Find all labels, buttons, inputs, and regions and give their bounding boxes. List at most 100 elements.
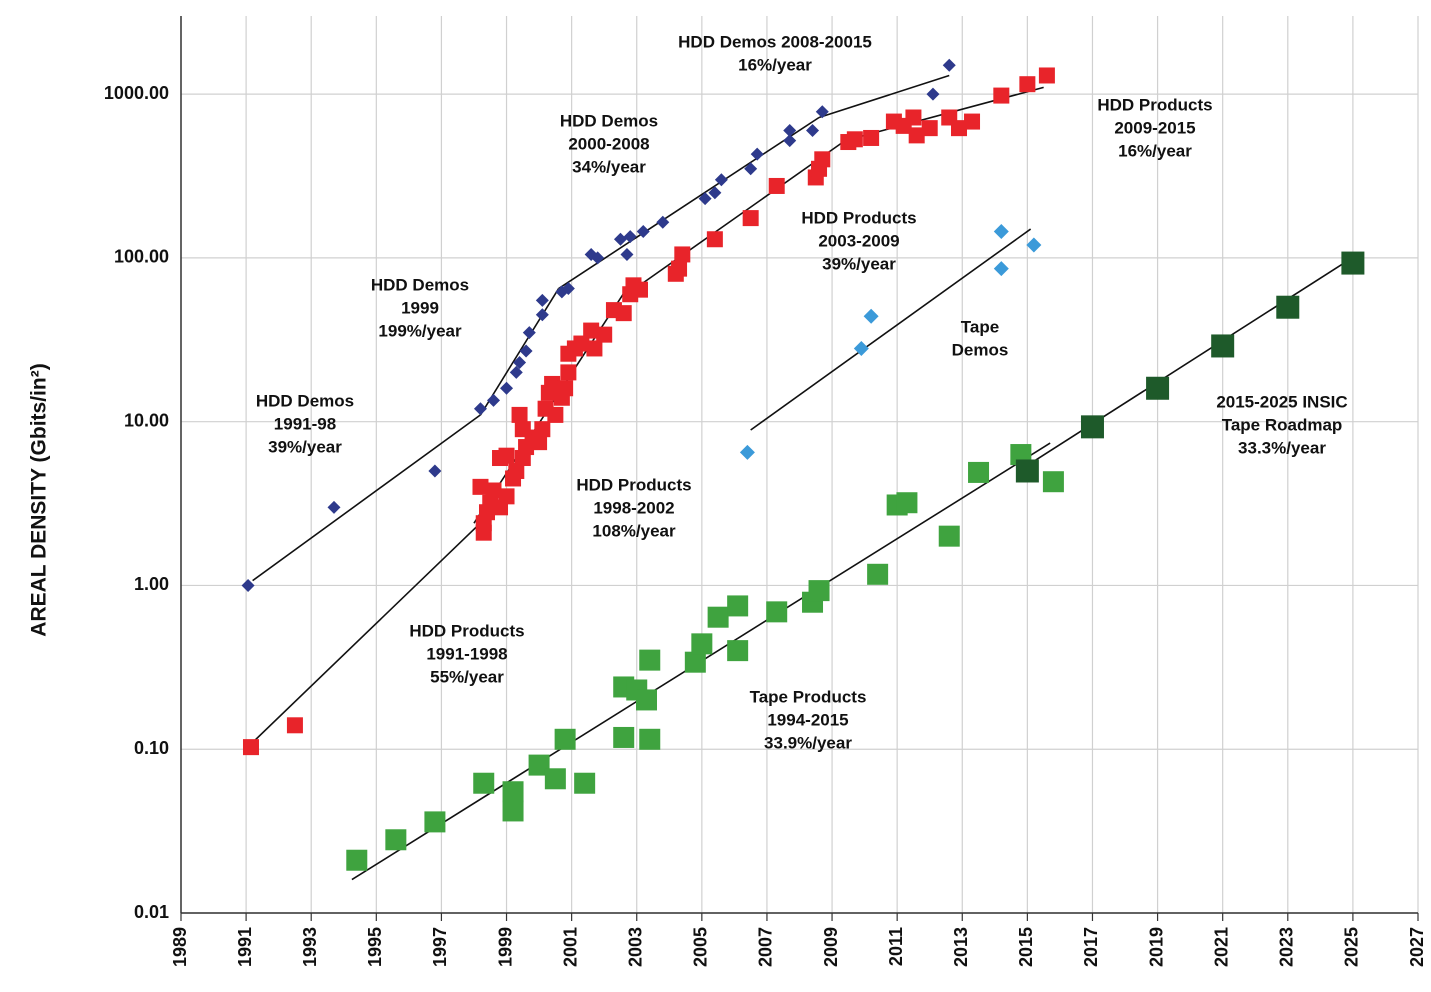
point: [498, 447, 515, 464]
annotation: HDD Demos: [371, 275, 469, 294]
x-tick-label: 2019: [1146, 927, 1166, 967]
point: [487, 393, 501, 407]
x-tick-label: 2005: [691, 927, 711, 967]
x-tick-label: 1995: [365, 927, 385, 967]
x-tick-label: 2001: [560, 927, 580, 967]
annotation: 34%/year: [572, 157, 646, 176]
point: [714, 173, 728, 187]
point: [951, 120, 968, 137]
point: [574, 772, 596, 794]
point: [684, 651, 706, 673]
point: [783, 123, 797, 137]
point: [385, 829, 407, 851]
annotation: 1994-2015: [767, 710, 848, 729]
annotation: HDD Products: [576, 475, 691, 494]
point: [1026, 237, 1042, 253]
annotation: Tape Products: [750, 687, 867, 706]
point: [846, 131, 863, 148]
point: [473, 402, 487, 416]
point: [286, 717, 303, 734]
point: [727, 640, 749, 662]
point: [522, 326, 536, 340]
point: [707, 606, 729, 628]
point: [853, 340, 869, 356]
point: [573, 335, 590, 352]
point: [766, 601, 788, 623]
annotation: 108%/year: [592, 521, 676, 540]
x-tick-label: 2023: [1277, 927, 1297, 967]
point: [554, 728, 576, 750]
annotation: HDD Products: [1097, 95, 1212, 114]
point: [1042, 471, 1064, 493]
point: [1080, 415, 1104, 439]
point: [502, 781, 524, 803]
point: [908, 127, 925, 144]
x-tick-label: 1989: [170, 927, 190, 967]
point: [591, 251, 605, 265]
point: [814, 151, 831, 168]
point: [921, 120, 938, 137]
annotation: 1998-2002: [593, 498, 674, 517]
point: [968, 461, 990, 483]
point: [863, 129, 880, 146]
annotation: 33.9%/year: [764, 733, 852, 752]
annotation: Tape: [961, 317, 999, 336]
y-tick-label: 1000.00: [104, 83, 169, 103]
y-axis-label: AREAL DENSITY (Gbits/in²): [28, 363, 51, 636]
point: [639, 728, 661, 750]
point: [615, 305, 632, 322]
point: [535, 293, 549, 307]
point: [428, 464, 442, 478]
point: [750, 147, 764, 161]
point: [511, 406, 528, 423]
point: [327, 500, 341, 514]
point: [534, 421, 551, 438]
trend-line: [252, 506, 498, 744]
point: [502, 800, 524, 822]
point: [867, 563, 889, 585]
point: [561, 282, 575, 296]
point: [472, 478, 489, 495]
point: [905, 109, 922, 126]
point: [744, 162, 758, 176]
annotation: 2015-2025 INSIC: [1216, 392, 1347, 411]
y-tick-label: 0.10: [134, 738, 169, 758]
point: [473, 772, 495, 794]
point: [708, 186, 722, 200]
point: [671, 260, 688, 277]
annotation: Tape Roadmap: [1222, 415, 1343, 434]
point: [636, 224, 650, 238]
point: [1211, 334, 1235, 358]
point: [815, 105, 829, 119]
y-tick-label: 100.00: [114, 247, 169, 267]
point: [508, 462, 525, 479]
point: [596, 326, 613, 343]
point: [623, 230, 637, 244]
point: [636, 689, 658, 711]
trend-line: [750, 228, 1032, 431]
point: [964, 113, 981, 130]
point: [557, 380, 574, 397]
annotation: 16%/year: [738, 55, 812, 74]
point: [1015, 459, 1039, 483]
point: [547, 406, 564, 423]
point: [500, 381, 514, 395]
point: [938, 525, 960, 547]
point: [639, 649, 661, 671]
y-tick-label: 0.01: [134, 902, 169, 922]
point: [509, 365, 523, 379]
annotation: 33.3%/year: [1238, 438, 1326, 457]
point: [783, 134, 797, 148]
point: [742, 210, 759, 227]
annotation: 2000-2008: [568, 134, 649, 153]
annotation: HDD Demos: [256, 391, 354, 410]
trend-line: [818, 74, 950, 119]
x-tick-label: 2011: [886, 927, 906, 966]
point: [613, 232, 627, 246]
annotation: HDD Demos 2008-20015: [678, 32, 872, 51]
point: [485, 482, 502, 499]
point: [896, 492, 918, 514]
point: [1276, 295, 1300, 319]
point: [424, 811, 446, 833]
annotation: 1999: [401, 298, 439, 317]
